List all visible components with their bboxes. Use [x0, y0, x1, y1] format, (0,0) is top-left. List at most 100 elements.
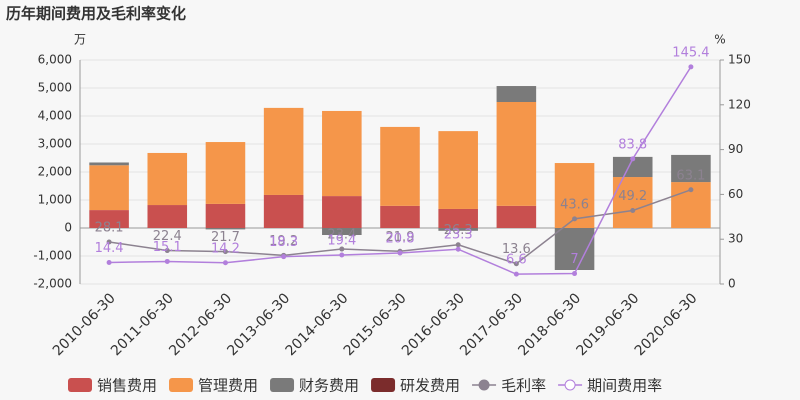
line-point — [688, 187, 694, 193]
line-point — [222, 249, 228, 255]
data-label: 63.1 — [676, 168, 705, 183]
data-label: 28.1 — [95, 221, 124, 236]
bar — [612, 156, 653, 178]
line-point — [455, 242, 461, 248]
bar — [263, 107, 304, 195]
bar — [671, 154, 711, 183]
line-point — [572, 216, 578, 222]
y-tick-label: -2,000 — [33, 277, 72, 291]
data-label: 14.2 — [211, 241, 240, 256]
legend-label: 研发费用 — [400, 377, 460, 395]
y2-tick-label: 150 — [728, 53, 751, 67]
legend-marker — [564, 379, 576, 391]
line-point — [222, 260, 228, 266]
y2-tick-label: 0 — [728, 277, 736, 291]
y-axis-label: 万 — [74, 33, 86, 47]
bar — [205, 142, 246, 204]
y2-axis-label: % — [714, 33, 725, 47]
legend-item: 销售费用 — [68, 377, 157, 395]
data-label: 14.4 — [95, 241, 124, 256]
x-tick-label: 2020-06-30 — [632, 290, 701, 359]
line-point — [397, 250, 403, 256]
legend-item: 管理费用 — [169, 377, 258, 395]
line-point — [281, 254, 287, 260]
bar — [322, 110, 362, 197]
y-tick-label: 3,000 — [38, 137, 72, 151]
legend-swatch — [270, 378, 295, 392]
data-label: 19.4 — [327, 234, 356, 249]
line-point — [630, 156, 636, 162]
bar — [380, 205, 420, 228]
data-label: 23.3 — [444, 228, 473, 243]
bar — [438, 208, 478, 228]
line-point — [513, 271, 519, 277]
data-label: 26.3 — [444, 223, 473, 238]
legend-marker — [478, 379, 490, 391]
data-label: 22.4 — [153, 229, 182, 244]
legend-item: 期间费用率 — [558, 377, 662, 395]
line-point — [572, 271, 578, 277]
y-tick-label: 0 — [64, 221, 72, 235]
y-tick-label: 4,000 — [38, 109, 72, 123]
data-label: 13.6 — [502, 242, 531, 257]
data-label: 145.4 — [672, 45, 709, 60]
data-label: 6.6 — [506, 253, 527, 268]
line-point — [513, 261, 519, 267]
data-label: 21.9 — [386, 230, 415, 245]
line-point — [106, 239, 112, 245]
chart-title: 历年期间费用及毛利率变化 — [6, 5, 186, 23]
legend-label: 财务费用 — [299, 377, 359, 395]
data-label: 49.2 — [618, 189, 647, 204]
data-label: 7 — [570, 252, 578, 267]
legend-label: 销售费用 — [97, 377, 157, 395]
y-tick-label: 5,000 — [38, 81, 72, 95]
bar — [89, 162, 129, 166]
bar — [147, 152, 188, 206]
data-label: 18.3 — [269, 235, 298, 250]
data-label: 19.2 — [269, 234, 298, 249]
legend-label: 管理费用 — [198, 377, 258, 395]
y-tick-label: 6,000 — [38, 53, 72, 67]
y2-tick-label: 120 — [728, 97, 751, 111]
line-point — [688, 64, 694, 70]
bar — [322, 228, 362, 235]
bar — [438, 131, 478, 209]
data-label: 21.7 — [211, 230, 240, 245]
line-point — [164, 258, 170, 264]
line-point — [164, 248, 170, 254]
bar — [147, 205, 188, 228]
line-point — [455, 246, 461, 252]
bar — [89, 210, 129, 228]
bar — [263, 194, 304, 228]
data-label: 23.4 — [327, 228, 356, 243]
legend-item: 研发费用 — [371, 377, 460, 395]
y2-tick-label: 90 — [728, 142, 743, 156]
data-label: 15.1 — [153, 240, 182, 255]
legend-swatch — [169, 378, 194, 392]
y-tick-label: 2,000 — [38, 165, 72, 179]
legend-swatch — [371, 378, 396, 392]
y2-tick-label: 60 — [728, 187, 743, 201]
legend-swatch — [68, 378, 92, 392]
y-tick-label: -1,000 — [33, 249, 72, 263]
legend-label: 期间费用率 — [587, 377, 662, 395]
y-tick-label: 1,000 — [38, 193, 72, 207]
legend-item: 毛利率 — [472, 377, 546, 395]
bar — [322, 196, 362, 228]
bar — [496, 86, 537, 102]
line-point — [339, 252, 345, 258]
data-label: 20.8 — [386, 231, 415, 246]
bar — [496, 102, 537, 206]
y2-tick-label: 30 — [728, 232, 743, 246]
line-point — [630, 208, 636, 214]
legend-label: 毛利率 — [501, 377, 546, 395]
bar — [496, 205, 537, 228]
bar — [438, 228, 478, 231]
bar — [380, 126, 420, 206]
bar — [89, 165, 129, 211]
line-point — [106, 259, 112, 265]
data-label: 43.6 — [560, 197, 589, 212]
line-point — [339, 246, 345, 252]
legend-item: 财务费用 — [270, 377, 359, 395]
